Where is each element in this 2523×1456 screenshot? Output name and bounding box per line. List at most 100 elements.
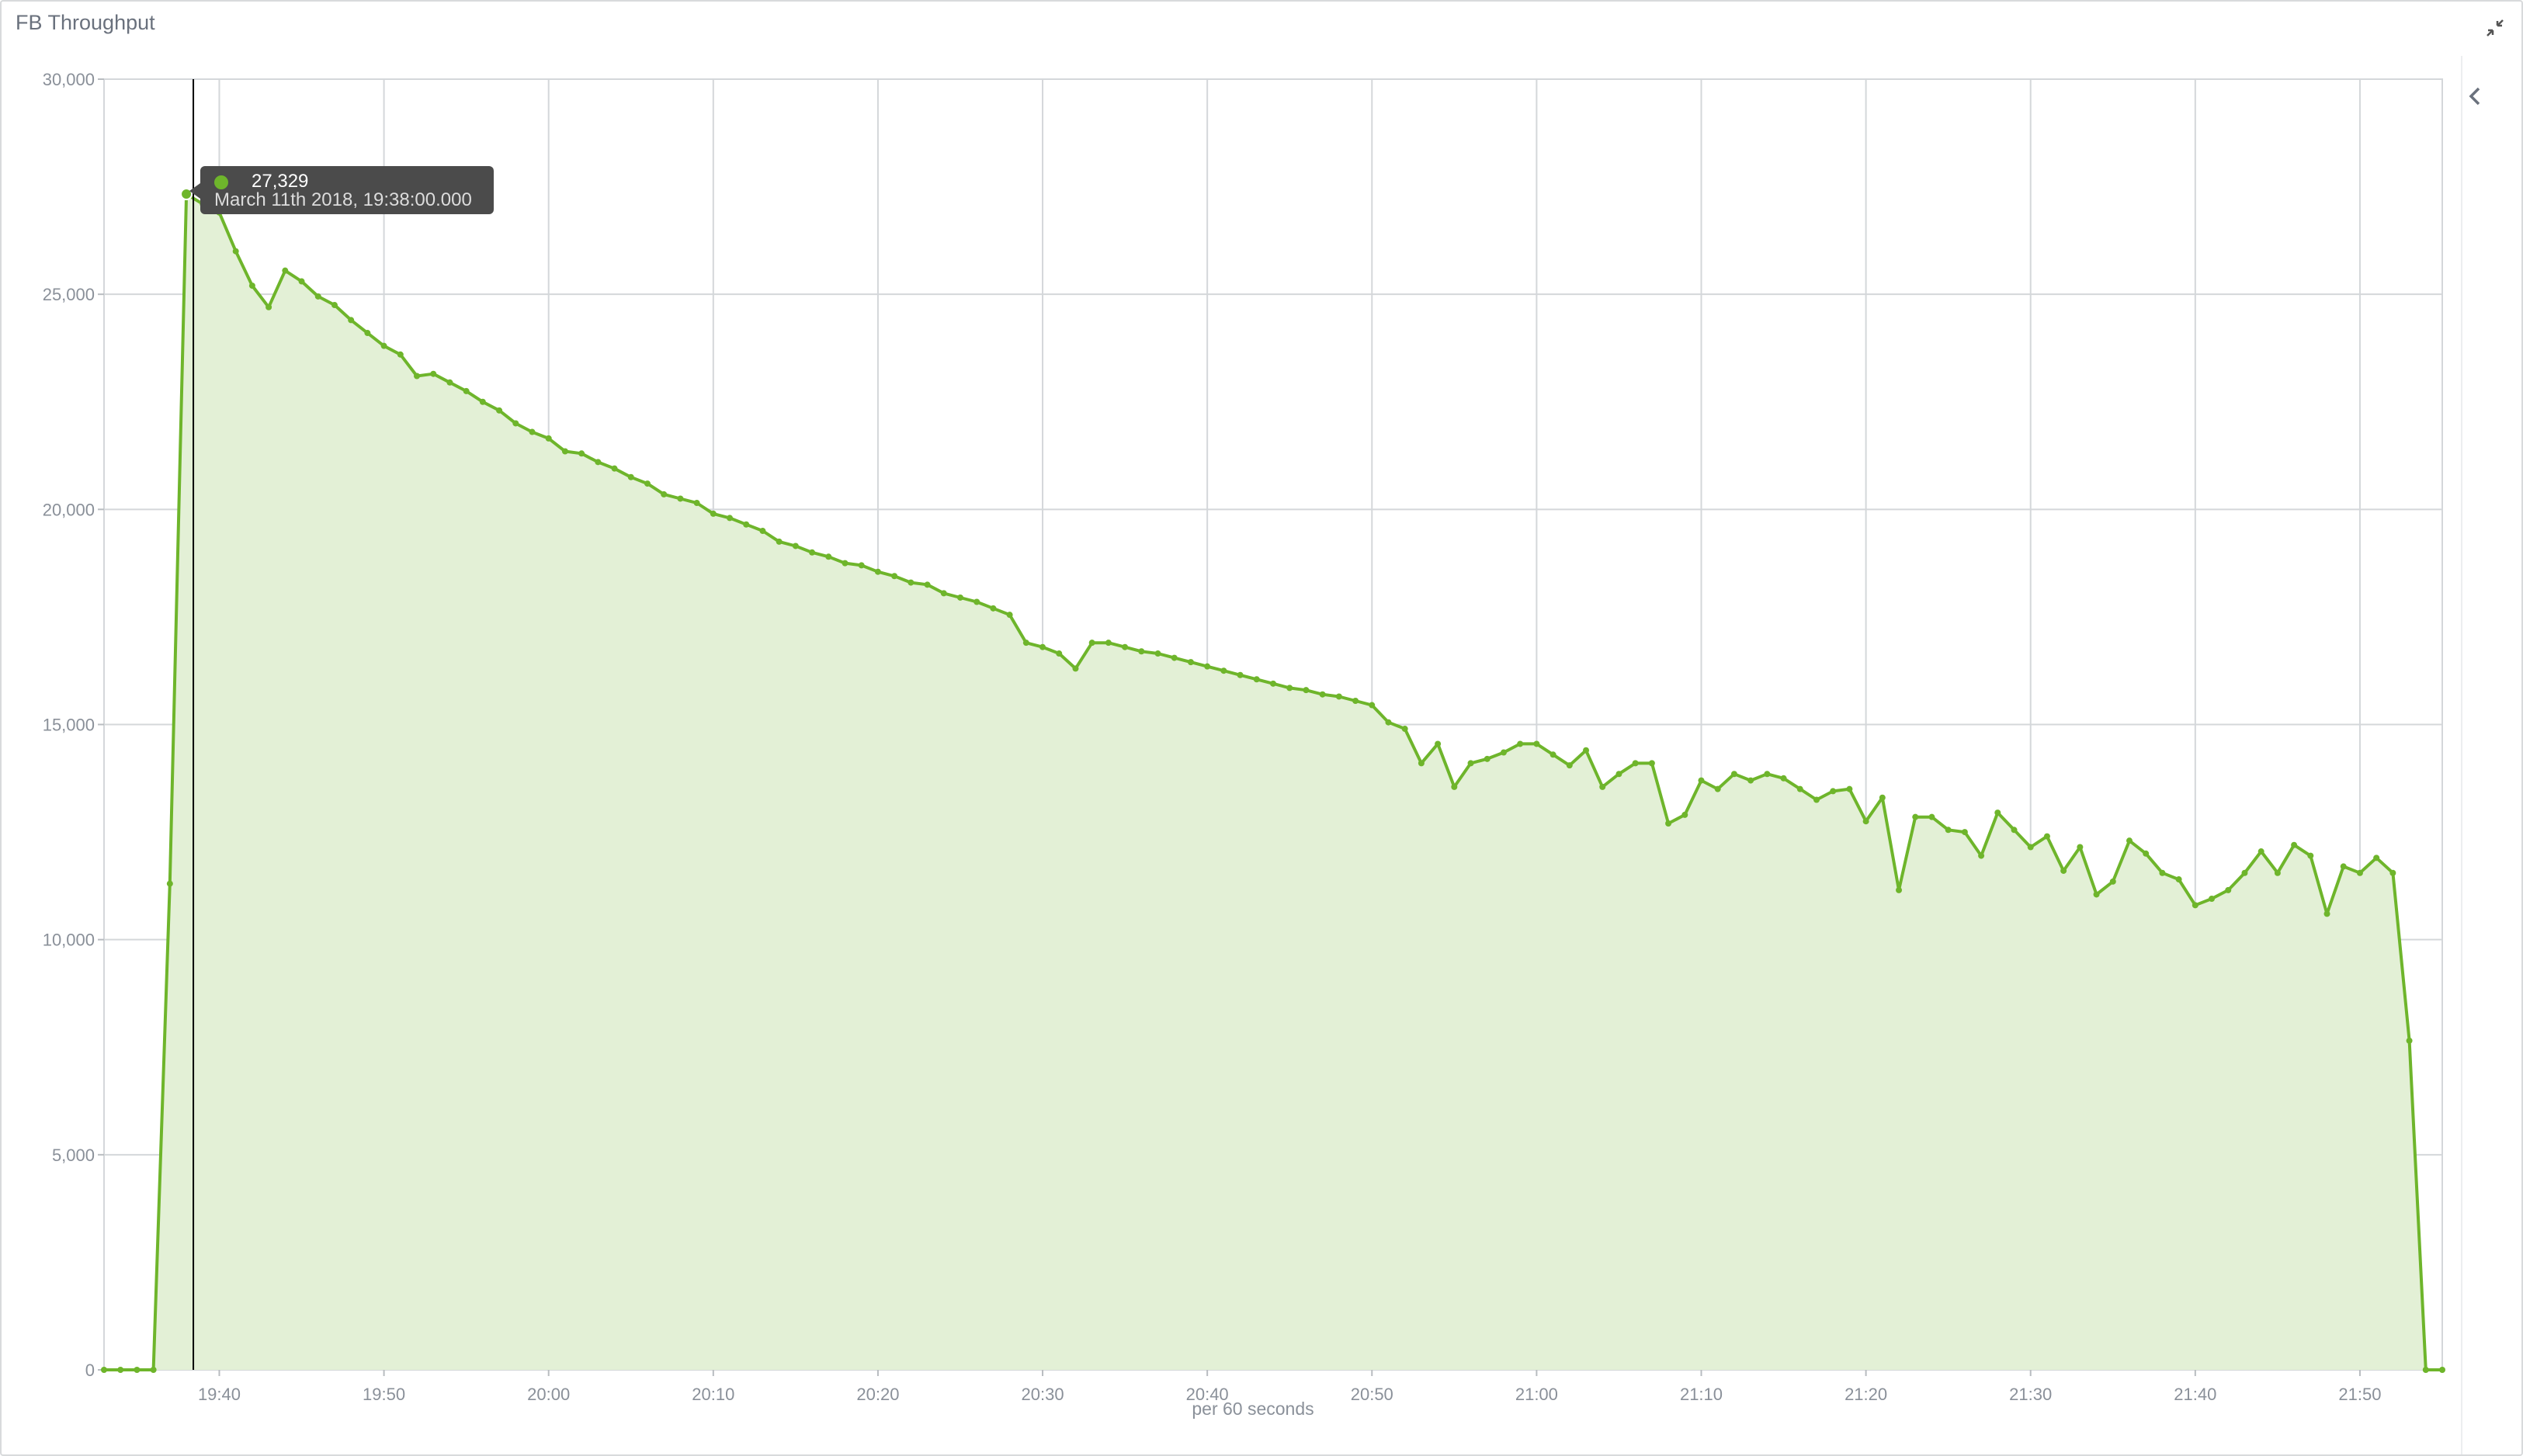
data-point[interactable] [1187,659,1194,666]
data-point[interactable] [2422,1367,2429,1373]
data-point[interactable] [1566,762,1573,769]
data-point[interactable] [1154,650,1161,657]
data-point[interactable] [2077,844,2084,851]
data-point[interactable] [2356,869,2363,876]
data-point[interactable] [990,605,997,612]
data-point[interactable] [1369,702,1376,709]
data-point[interactable] [1928,813,1935,820]
data-point[interactable] [1220,667,1227,674]
data-point[interactable] [1401,726,1408,733]
data-point[interactable] [1583,747,1590,754]
data-point[interactable] [940,590,947,597]
data-point[interactable] [1105,640,1112,647]
data-point[interactable] [759,528,766,535]
data-point[interactable] [1039,643,1046,650]
data-point[interactable] [331,302,338,309]
data-point[interactable] [282,267,289,274]
data-point[interactable] [2192,902,2199,909]
data-point[interactable] [874,568,881,575]
data-point[interactable] [2389,869,2396,876]
data-point[interactable] [1122,643,1129,650]
data-point[interactable] [2373,855,2380,861]
data-point[interactable] [1500,749,1507,756]
data-point[interactable] [1435,740,1442,747]
data-point[interactable] [595,459,602,466]
data-point[interactable] [2093,891,2100,898]
data-point[interactable] [561,448,568,455]
data-point[interactable] [1204,663,1211,670]
data-point[interactable] [1270,680,1276,687]
data-point[interactable] [2159,869,2166,876]
minimize-icon[interactable] [2484,17,2506,39]
data-point[interactable] [248,283,255,289]
data-point[interactable] [1665,820,1672,827]
data-point[interactable] [496,407,503,414]
data-point[interactable] [924,581,931,588]
chevron-left-icon[interactable] [2466,84,2484,109]
data-point[interactable] [463,387,470,394]
data-point[interactable] [1072,665,1079,672]
data-point[interactable] [1599,783,1606,790]
data-point[interactable] [380,342,387,349]
data-point[interactable] [776,538,783,545]
data-point[interactable] [364,330,371,337]
data-point[interactable] [1006,612,1013,619]
data-point[interactable] [1171,654,1178,661]
data-point[interactable] [1879,794,1886,801]
data-point[interactable] [1813,796,1820,803]
data-point[interactable] [166,880,173,887]
data-point[interactable] [1912,813,1919,820]
data-point[interactable] [2126,837,2133,844]
data-point[interactable] [1764,771,1771,778]
data-point[interactable] [1517,740,1524,747]
data-point[interactable] [1138,648,1145,655]
data-point[interactable] [973,598,980,605]
data-point[interactable] [2011,827,2018,834]
data-point[interactable] [1747,777,1754,784]
data-point[interactable] [265,303,272,310]
data-point[interactable] [1451,783,1458,790]
data-point[interactable] [150,1367,157,1373]
data-point[interactable] [1978,852,1985,859]
data-point[interactable] [2307,852,2314,859]
data-point[interactable] [1467,760,1474,767]
data-point[interactable] [1896,886,1903,893]
data-point[interactable] [232,248,239,255]
data-point[interactable] [1335,693,1342,700]
data-point[interactable] [1648,760,1655,767]
data-point[interactable] [661,491,668,497]
data-point[interactable] [2209,896,2216,903]
data-point[interactable] [134,1367,141,1373]
data-point[interactable] [1303,687,1310,694]
data-point[interactable] [2225,886,2232,893]
data-point[interactable] [842,560,849,567]
data-point[interactable] [2060,867,2067,874]
data-point[interactable] [578,450,585,457]
data-point[interactable] [2241,869,2248,876]
data-point[interactable] [414,373,421,380]
data-point[interactable] [446,379,453,386]
data-point[interactable] [1862,818,1869,825]
data-point[interactable] [693,500,700,507]
data-point[interactable] [1698,777,1705,784]
data-point[interactable] [2274,869,2281,876]
data-point[interactable] [2143,850,2150,857]
data-point[interactable] [891,573,898,580]
data-point[interactable] [792,543,799,549]
data-point[interactable] [545,435,552,442]
data-point[interactable] [1796,785,1803,792]
data-point[interactable] [1352,698,1359,705]
data-point[interactable] [1830,788,1837,795]
data-point[interactable] [2258,848,2264,855]
data-point[interactable] [2291,841,2298,848]
data-point[interactable] [2027,844,2034,851]
data-point[interactable] [1846,785,1853,792]
data-point[interactable] [809,549,816,556]
data-point[interactable] [1730,771,1737,778]
data-point[interactable] [1780,775,1787,782]
data-point[interactable] [1961,829,1968,836]
data-point[interactable] [512,420,519,427]
data-point[interactable] [710,510,717,517]
data-point[interactable] [2175,876,2182,883]
data-point[interactable] [314,293,321,300]
